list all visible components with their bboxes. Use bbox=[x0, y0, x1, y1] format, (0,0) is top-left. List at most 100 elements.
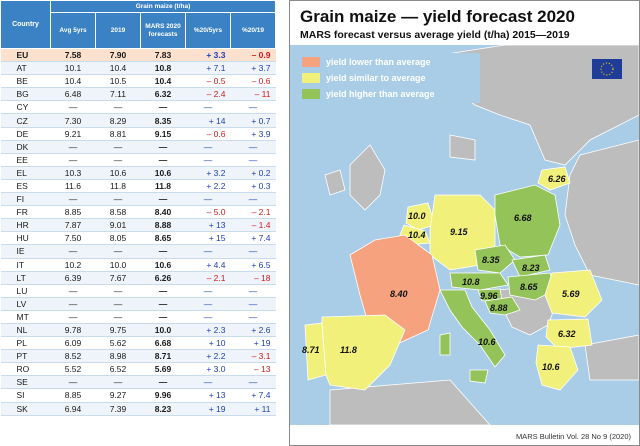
col-pct5yrs-header: %20/5yrs bbox=[185, 12, 231, 49]
avg-cell: — bbox=[50, 244, 96, 259]
col-pct19-header: %20/19 bbox=[230, 12, 276, 49]
p5-cell: — bbox=[185, 310, 231, 324]
p19-cell: — bbox=[230, 153, 276, 167]
table-row: CY — — — — — bbox=[0, 100, 276, 115]
p5-cell: — bbox=[185, 297, 231, 311]
col-country-header: Country bbox=[0, 0, 51, 49]
country-code-cell: SI bbox=[0, 388, 51, 403]
p19-cell: — bbox=[230, 140, 276, 154]
p5-cell: + 7.1 bbox=[185, 61, 231, 76]
fc-cell: — bbox=[140, 297, 186, 311]
eu-stars-icon bbox=[600, 62, 614, 76]
region-bg bbox=[545, 318, 593, 350]
fc-cell: 10.0 bbox=[140, 323, 186, 338]
p19-cell: – 2.1 bbox=[230, 205, 276, 220]
y19-cell: 10.5 bbox=[95, 74, 141, 89]
table-row: BE 10.4 10.5 10.4– 0.5– 0.6 bbox=[0, 74, 276, 89]
p5-cell: + 2.2 bbox=[185, 179, 231, 194]
country-code-cell: AT bbox=[0, 61, 51, 76]
country-code-cell: SK bbox=[0, 402, 51, 416]
y19-cell: 7.67 bbox=[95, 271, 141, 285]
p5-cell: – 0.5 bbox=[185, 74, 231, 89]
fc-cell: 8.65 bbox=[140, 231, 186, 246]
y19-cell: 8.29 bbox=[95, 113, 141, 128]
fc-cell: — bbox=[140, 100, 186, 115]
avg-cell: 7.30 bbox=[50, 113, 96, 128]
col-2019-header: 2019 bbox=[95, 12, 141, 49]
country-code-cell: RO bbox=[0, 362, 51, 377]
p19-cell: – 13 bbox=[230, 362, 276, 377]
fc-cell: 6.68 bbox=[140, 336, 186, 351]
region-sicily bbox=[469, 369, 489, 384]
yield-label-ro: 5.69 bbox=[562, 289, 580, 299]
p19-cell: — bbox=[230, 297, 276, 311]
table-row: CZ 7.30 8.29 8.35 + 14 + 0.7 bbox=[0, 113, 276, 128]
yield-label-el: 10.6 bbox=[542, 362, 561, 372]
country-code-cell: EE bbox=[0, 153, 51, 167]
country-code-cell: SE bbox=[0, 375, 51, 390]
p19-cell: + 3.9 bbox=[230, 127, 276, 141]
y19-cell: 10.6 bbox=[95, 166, 141, 180]
country-code-cell: LV bbox=[0, 297, 51, 311]
yield-label-fr: 8.40 bbox=[390, 289, 408, 299]
avg-cell: — bbox=[50, 153, 96, 167]
country-code-cell: EU bbox=[0, 48, 51, 63]
p5-cell: + 13 bbox=[185, 388, 231, 403]
p5-cell: – 0.6 bbox=[185, 127, 231, 141]
country-code-cell: NL bbox=[0, 323, 51, 338]
country-code-cell: MT bbox=[0, 310, 51, 324]
europe-map: yield lower than average yield similar t… bbox=[290, 45, 639, 425]
yield-label-nl: 10.0 bbox=[408, 211, 426, 221]
y19-cell: — bbox=[95, 140, 141, 154]
p5-cell: — bbox=[185, 375, 231, 390]
region-sk bbox=[511, 254, 551, 278]
p19-cell: — bbox=[230, 192, 276, 207]
country-code-cell: DE bbox=[0, 127, 51, 141]
country-code-cell: BE bbox=[0, 74, 51, 89]
table-row: DE 9.21 8.81 9.15– 0.6 + 3.9 bbox=[0, 127, 276, 141]
avg-cell: 6.39 bbox=[50, 271, 96, 285]
p19-cell: — bbox=[230, 310, 276, 324]
avg-cell: 10.1 bbox=[50, 61, 96, 76]
country-code-cell: CZ bbox=[0, 113, 51, 128]
yield-label-de: 9.15 bbox=[450, 227, 469, 237]
fc-cell: — bbox=[140, 310, 186, 324]
avg-cell: 11.6 bbox=[50, 179, 96, 194]
table-row: MT — — — — — bbox=[0, 310, 276, 324]
region-at bbox=[449, 272, 509, 291]
region-turkey-grey bbox=[584, 334, 639, 381]
map-title: Grain maize — yield forecast 2020 bbox=[300, 7, 575, 26]
avg-cell: — bbox=[50, 284, 96, 298]
table-row: SI 8.85 9.27 9.96 + 13 + 7.4 bbox=[0, 388, 276, 403]
fc-cell: 7.83 bbox=[140, 48, 186, 63]
yield-label-bg: 6.32 bbox=[558, 329, 576, 339]
yield-label-cz: 8.35 bbox=[482, 255, 501, 265]
y19-cell: 7.90 bbox=[95, 48, 141, 63]
country-code-cell: ES bbox=[0, 179, 51, 194]
map-subtitle: MARS forecast versus average yield (t/ha… bbox=[300, 29, 570, 41]
y19-cell: 7.39 bbox=[95, 402, 141, 416]
region-el bbox=[535, 344, 579, 391]
fc-cell: 8.23 bbox=[140, 402, 186, 416]
country-code-cell: DK bbox=[0, 140, 51, 154]
fc-cell: — bbox=[140, 284, 186, 298]
avg-cell: — bbox=[50, 310, 96, 324]
p19-cell: – 18 bbox=[230, 271, 276, 285]
fc-cell: 8.88 bbox=[140, 218, 186, 233]
y19-cell: 8.05 bbox=[95, 231, 141, 246]
p5-cell: – 2.4 bbox=[185, 87, 231, 102]
y19-cell: — bbox=[95, 310, 141, 324]
fc-cell: — bbox=[140, 140, 186, 154]
region-it bbox=[439, 289, 506, 368]
country-code-cell: LT bbox=[0, 271, 51, 285]
map-panel: Grain maize — yield forecast 2020 MARS f… bbox=[289, 0, 640, 446]
legend-label-lower: yield lower than average bbox=[326, 57, 431, 67]
yield-label-sk: 8.23 bbox=[522, 263, 540, 273]
country-code-cell: PT bbox=[0, 349, 51, 364]
p19-cell: – 11 bbox=[230, 87, 276, 102]
fc-cell: — bbox=[140, 375, 186, 390]
fc-cell: — bbox=[140, 192, 186, 207]
fc-cell: 6.26 bbox=[140, 271, 186, 285]
p19-cell: + 3.7 bbox=[230, 61, 276, 76]
p19-cell: + 0.3 bbox=[230, 179, 276, 194]
